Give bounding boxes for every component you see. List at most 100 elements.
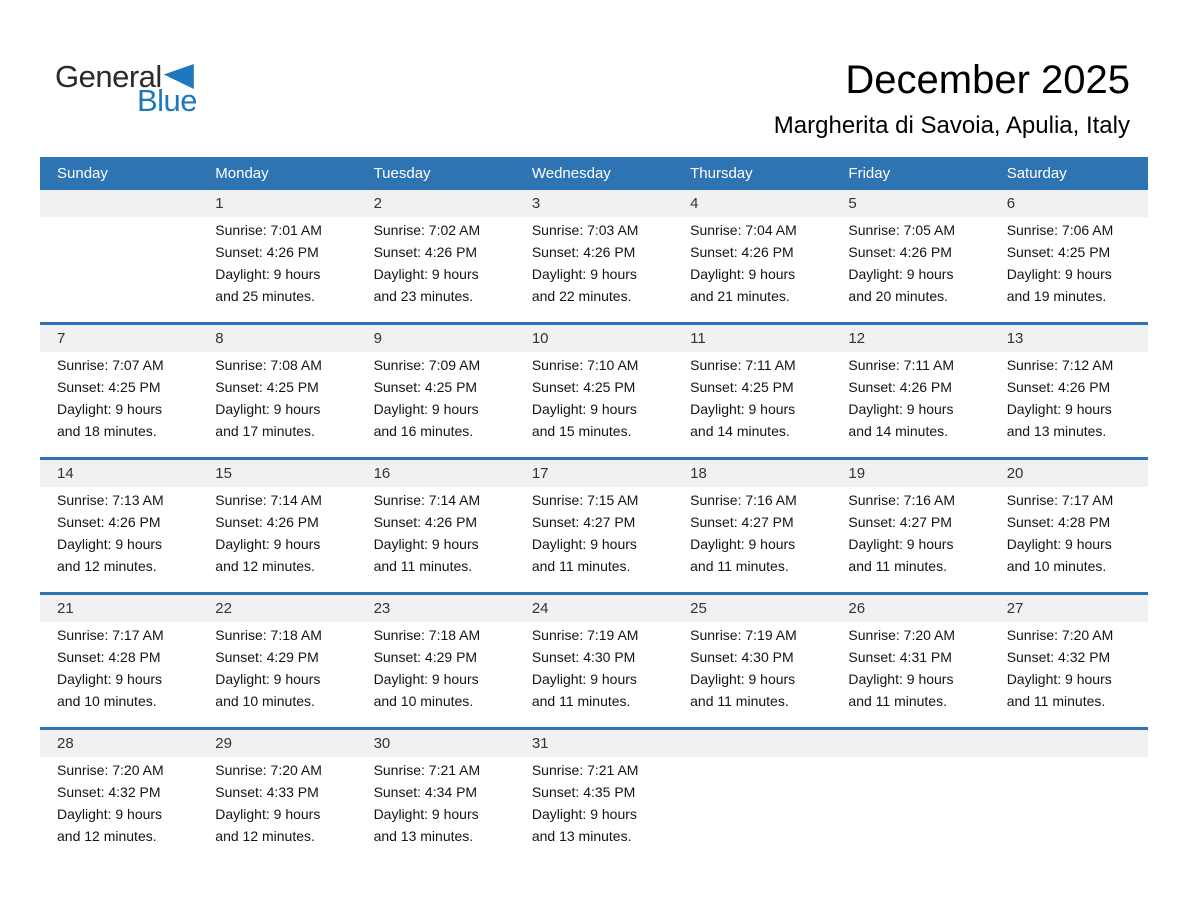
day-info-line: and 13 minutes. (531, 828, 632, 844)
weekday-header-tuesday: Tuesday (373, 165, 431, 182)
day-sun-info: Sunrise: 7:01 AM Sunset: 4:26 PM Daylight:… (198, 217, 356, 307)
day-info-line: Sunset: 4:26 PM (373, 244, 478, 260)
day-info-line: Daylight: 9 hours (215, 671, 321, 687)
day-info-line: Sunset: 4:26 PM (690, 244, 794, 260)
day-info-line: Sunset: 4:34 PM (373, 784, 478, 800)
day-info-line: Sunrise: 7:13 AM (57, 492, 164, 508)
day-cell-12: 12 Sunrise: 7:11 AM Sunset: 4:26 PM Dayligh… (831, 325, 989, 457)
day-cell-9: 9 Sunrise: 7:09 AM Sunset: 4:25 PM Daylight… (357, 325, 515, 457)
day-sun-info: Sunrise: 7:10 AM Sunset: 4:25 PM Daylight:… (515, 352, 673, 442)
day-info-line: and 12 minutes. (57, 558, 157, 574)
day-info-line: Sunset: 4:31 PM (848, 649, 952, 665)
day-info-line: Daylight: 9 hours (690, 401, 796, 417)
day-number: 9 (373, 330, 382, 347)
day-cell-18: 18 Sunrise: 7:16 AM Sunset: 4:27 PM Dayligh… (673, 460, 831, 592)
day-sun-info: Sunrise: 7:11 AM Sunset: 4:26 PM Daylight:… (831, 352, 989, 442)
day-info-line: Sunset: 4:26 PM (57, 514, 161, 530)
day-sun-info: Sunrise: 7:21 AM Sunset: 4:34 PM Daylight:… (357, 757, 515, 847)
day-number: 1 (215, 195, 224, 212)
day-cell-14: 14 Sunrise: 7:13 AM Sunset: 4:26 PM Dayligh… (40, 460, 198, 592)
day-sun-info: Sunrise: 7:08 AM Sunset: 4:25 PM Daylight:… (198, 352, 356, 442)
day-sun-info: Sunrise: 7:20 AM Sunset: 4:32 PM Daylight:… (990, 622, 1148, 712)
day-info-line: Daylight: 9 hours (373, 266, 479, 282)
day-info-line: Sunrise: 7:18 AM (373, 627, 481, 643)
day-cell-19: 19 Sunrise: 7:16 AM Sunset: 4:27 PM Dayligh… (831, 460, 989, 592)
day-info-line: Sunset: 4:35 PM (531, 784, 636, 800)
day-info-line: Daylight: 9 hours (215, 401, 321, 417)
day-info-line: Sunset: 4:25 PM (57, 379, 161, 395)
day-cell-17: 17 Sunrise: 7:15 AM Sunset: 4:27 PM Dayligh… (515, 460, 673, 592)
calendar-grid: 1 Sunrise: 7:01 AM Sunset: 4:26 PM Daylight… (40, 190, 1148, 862)
day-info-line: Sunrise: 7:14 AM (373, 492, 481, 508)
day-info-line: Sunrise: 7:11 AM (848, 357, 954, 373)
day-info-line: and 11 minutes. (531, 558, 631, 574)
day-sun-info: Sunrise: 7:19 AM Sunset: 4:30 PM Daylight:… (515, 622, 673, 712)
day-cell-2: 2 Sunrise: 7:02 AM Sunset: 4:26 PM Daylight… (357, 190, 515, 322)
day-info-line: Sunset: 4:27 PM (690, 514, 794, 530)
day-info-line: Sunrise: 7:08 AM (215, 357, 322, 373)
day-number: 29 (215, 735, 232, 752)
day-info-line: Sunset: 4:27 PM (848, 514, 952, 530)
day-info-line: Sunset: 4:26 PM (373, 514, 478, 530)
day-info-line: and 21 minutes. (690, 288, 790, 304)
day-info-line: Sunrise: 7:02 AM (373, 222, 481, 238)
day-info-line: and 10 minutes. (215, 693, 315, 709)
day-cell-11: 11 Sunrise: 7:11 AM Sunset: 4:25 PM Dayligh… (673, 325, 831, 457)
day-info-line: Daylight: 9 hours (215, 266, 321, 282)
day-number: 28 (57, 735, 74, 752)
day-number: 4 (690, 195, 699, 212)
day-info-line: Daylight: 9 hours (373, 806, 479, 822)
day-sun-info: Sunrise: 7:05 AM Sunset: 4:26 PM Daylight:… (831, 217, 989, 307)
day-info-line: and 11 minutes. (690, 693, 789, 709)
day-info-line: Daylight: 9 hours (848, 266, 954, 282)
day-info-line: Daylight: 9 hours (531, 671, 637, 687)
day-number: 15 (215, 465, 232, 482)
day-info-line: Daylight: 9 hours (57, 536, 163, 552)
day-info-line: Sunrise: 7:19 AM (531, 627, 639, 643)
day-info-line: Sunrise: 7:04 AM (690, 222, 797, 238)
day-number: 10 (531, 330, 549, 347)
day-cell-3: 3 Sunrise: 7:03 AM Sunset: 4:26 PM Daylight… (515, 190, 673, 322)
day-info-line: Sunrise: 7:18 AM (215, 627, 322, 643)
day-cell-empty (40, 190, 198, 322)
day-info-line: Sunset: 4:27 PM (531, 514, 636, 530)
day-info-line: Sunset: 4:33 PM (215, 784, 319, 800)
weekday-header-thursday: Thursday (690, 165, 753, 182)
day-info-line: Sunset: 4:25 PM (215, 379, 319, 395)
day-info-line: Daylight: 9 hours (690, 671, 796, 687)
day-cell-13: 13 Sunrise: 7:12 AM Sunset: 4:26 PM Dayligh… (990, 325, 1148, 457)
day-cell-27: 27 Sunrise: 7:20 AM Sunset: 4:32 PM Dayligh… (990, 595, 1148, 727)
day-sun-info: Sunrise: 7:13 AM Sunset: 4:26 PM Daylight:… (40, 487, 198, 577)
day-cell-4: 4 Sunrise: 7:04 AM Sunset: 4:26 PM Daylight… (673, 190, 831, 322)
day-info-line: and 11 minutes. (1006, 693, 1106, 709)
day-number: 17 (531, 465, 549, 482)
day-sun-info: Sunrise: 7:06 AM Sunset: 4:25 PM Daylight:… (990, 217, 1148, 307)
day-info-line: Daylight: 9 hours (848, 671, 954, 687)
day-sun-info: Sunrise: 7:18 AM Sunset: 4:29 PM Daylight:… (198, 622, 356, 712)
weekday-header-row: Sunday Monday Tuesday Wednesday Thursday Frid… (40, 157, 1148, 190)
day-info-line: and 14 minutes. (690, 423, 790, 439)
day-info-line: and 23 minutes. (373, 288, 474, 304)
day-cell-29: 29 Sunrise: 7:20 AM Sunset: 4:33 PM Dayligh… (198, 730, 356, 862)
day-info-line: Sunrise: 7:05 AM (848, 222, 956, 238)
day-sun-info: Sunrise: 7:04 AM Sunset: 4:26 PM Daylight:… (673, 217, 831, 307)
weekday-header-friday: Friday (848, 165, 891, 182)
day-info-line: and 12 minutes. (215, 558, 315, 574)
day-cell-22: 22 Sunrise: 7:18 AM Sunset: 4:29 PM Dayligh… (198, 595, 356, 727)
day-info-line: Sunset: 4:28 PM (1006, 514, 1111, 530)
day-info-line: Daylight: 9 hours (690, 266, 796, 282)
day-info-line: Daylight: 9 hours (531, 266, 637, 282)
day-sun-info: Sunrise: 7:14 AM Sunset: 4:26 PM Daylight:… (198, 487, 356, 577)
day-info-line: and 16 minutes. (373, 423, 474, 439)
day-number: 5 (848, 195, 857, 212)
day-info-line: and 18 minutes. (57, 423, 157, 439)
day-info-line: Sunrise: 7:06 AM (1006, 222, 1114, 238)
day-sun-info: Sunrise: 7:21 AM Sunset: 4:35 PM Daylight:… (515, 757, 673, 847)
day-info-line: Sunrise: 7:15 AM (531, 492, 639, 508)
day-info-line: and 12 minutes. (215, 828, 315, 844)
day-info-line: Daylight: 9 hours (848, 401, 954, 417)
day-sun-info: Sunrise: 7:16 AM Sunset: 4:27 PM Daylight:… (673, 487, 831, 577)
day-info-line: Sunset: 4:28 PM (57, 649, 161, 665)
day-number: 23 (373, 600, 391, 617)
day-info-line: Daylight: 9 hours (373, 536, 479, 552)
